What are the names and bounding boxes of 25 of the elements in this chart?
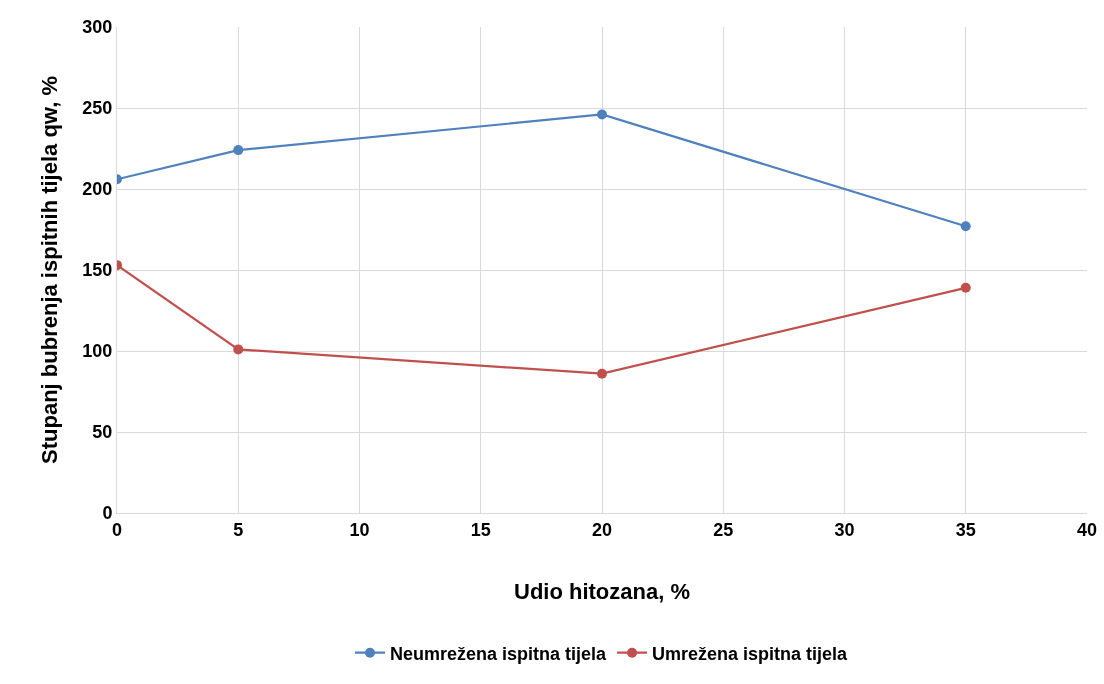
point xyxy=(960,221,971,232)
legend-label: Umrežena ispitna tijela xyxy=(652,643,849,664)
y-tick-label: 300 xyxy=(82,17,113,38)
y-tick-label: 200 xyxy=(82,179,113,200)
x-tick-label: 20 xyxy=(591,519,613,540)
x-tick-label: 5 xyxy=(233,519,244,540)
point xyxy=(233,344,244,355)
y-tick-label: 150 xyxy=(82,260,113,281)
x-tick-label: 35 xyxy=(955,519,976,540)
y-tick-label: 100 xyxy=(82,341,113,362)
x-tick-label: 25 xyxy=(713,519,734,540)
x-tick-label: 10 xyxy=(349,519,370,540)
y-tick-label: 50 xyxy=(92,422,113,443)
point xyxy=(233,145,244,156)
x-tick-label: 40 xyxy=(1076,519,1098,540)
x-axis-title: Udio hitozana, % xyxy=(514,579,690,605)
point xyxy=(960,282,971,293)
point xyxy=(597,109,607,120)
x-tick-label: 30 xyxy=(834,519,855,540)
x-tick-label: 15 xyxy=(470,519,491,540)
point xyxy=(597,368,607,379)
legend-label: Neumrežena ispitna tijela xyxy=(390,643,608,664)
y-tick-label: 0 xyxy=(102,503,113,524)
y-tick-label: 250 xyxy=(82,98,113,119)
y-axis-title: Stupanj bubrenja ispitnih tijela qw, % xyxy=(37,76,63,464)
